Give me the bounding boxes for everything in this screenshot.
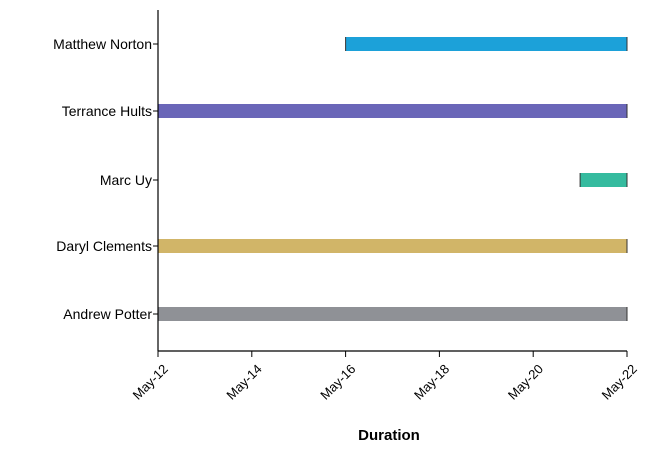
bar-terrance-hults xyxy=(158,104,627,118)
x-tick-label: May-18 xyxy=(411,361,452,402)
x-tick-label: May-12 xyxy=(130,361,171,402)
x-tick-label: May-16 xyxy=(317,361,358,402)
bars-layer xyxy=(157,37,628,321)
bar-andrew-potter xyxy=(158,307,627,321)
x-tick-label: May-20 xyxy=(505,361,546,402)
y-tick-label: Matthew Norton xyxy=(53,36,152,52)
x-tick-label: May-14 xyxy=(223,361,264,402)
y-tick-label: Andrew Potter xyxy=(63,306,152,322)
axes-layer xyxy=(157,10,627,352)
y-tick-label: Terrance Hults xyxy=(62,103,152,119)
y-tick-label: Marc Uy xyxy=(100,172,152,188)
bar-matthew-norton xyxy=(345,37,627,51)
y-tick-labels: Matthew Norton Terrance Hults Marc Uy Daryl… xyxy=(53,36,158,322)
x-tick-label: May-22 xyxy=(599,361,640,402)
bar-marc-uy xyxy=(580,173,627,187)
x-axis-title: Duration xyxy=(358,427,420,444)
y-tick-label: Daryl Clements xyxy=(56,238,152,254)
x-ticks: May-12 May-14 May-16 May-18 May-20 May-22 xyxy=(130,351,640,403)
bar-daryl-clements xyxy=(158,239,627,253)
